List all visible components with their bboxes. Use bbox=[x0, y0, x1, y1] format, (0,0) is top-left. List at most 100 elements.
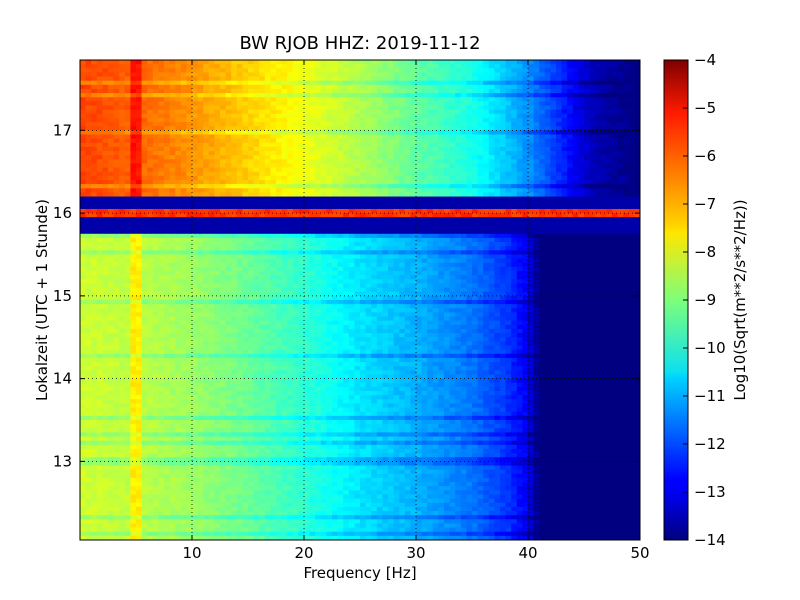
heatmap-cell bbox=[494, 72, 501, 78]
heatmap-cell bbox=[444, 134, 451, 140]
heatmap-cell bbox=[556, 221, 563, 227]
heatmap-cell bbox=[539, 237, 546, 243]
heatmap-cell bbox=[595, 246, 602, 251]
heatmap-cell bbox=[136, 213, 143, 218]
heatmap-cell bbox=[393, 72, 400, 78]
heatmap-cell bbox=[494, 221, 501, 227]
heatmap-cell bbox=[455, 146, 462, 152]
heatmap-cell bbox=[382, 262, 389, 268]
heatmap-cell bbox=[460, 213, 467, 218]
heatmap-cell bbox=[595, 93, 602, 98]
heatmap-cell bbox=[147, 97, 154, 102]
heatmap-cell bbox=[382, 80, 389, 86]
heatmap-cell bbox=[416, 237, 423, 243]
heatmap-cell bbox=[169, 142, 176, 148]
heatmap-cell bbox=[578, 126, 585, 131]
heatmap-cell bbox=[360, 163, 367, 169]
heatmap-cell bbox=[544, 109, 551, 115]
heatmap-cell bbox=[113, 159, 120, 165]
heatmap-cell bbox=[600, 258, 607, 264]
heatmap-cell bbox=[567, 122, 574, 127]
heatmap-cell bbox=[332, 180, 339, 185]
heatmap-cell bbox=[516, 93, 523, 98]
heatmap-cell bbox=[494, 122, 501, 127]
heatmap-cell bbox=[399, 117, 406, 123]
heatmap-cell bbox=[427, 196, 434, 202]
heatmap-cell bbox=[516, 262, 523, 268]
heatmap-cell bbox=[376, 229, 383, 235]
heatmap-cell bbox=[315, 76, 322, 82]
heatmap-cell bbox=[500, 93, 507, 98]
heatmap-cell bbox=[225, 208, 232, 214]
heatmap-cell bbox=[169, 93, 176, 98]
heatmap-cell bbox=[416, 138, 423, 144]
heatmap-cell bbox=[337, 180, 344, 185]
heatmap-cell bbox=[220, 175, 227, 181]
heatmap-cell bbox=[628, 254, 635, 260]
heatmap-cell bbox=[175, 60, 182, 65]
heatmap-cell bbox=[203, 254, 210, 260]
heatmap-cell bbox=[376, 163, 383, 169]
heatmap-cell bbox=[259, 229, 266, 235]
heatmap-cell bbox=[337, 155, 344, 160]
heatmap-cell bbox=[516, 221, 523, 227]
heatmap-cell bbox=[270, 142, 277, 148]
heatmap-cell bbox=[421, 84, 428, 90]
heatmap-cell bbox=[483, 184, 490, 189]
heatmap-cell bbox=[152, 262, 159, 268]
heatmap-cell bbox=[348, 229, 355, 235]
heatmap-cell bbox=[388, 225, 395, 231]
heatmap-cell bbox=[511, 151, 518, 156]
heatmap-cell bbox=[578, 175, 585, 181]
heatmap-cell bbox=[460, 109, 467, 115]
heatmap-cell bbox=[337, 101, 344, 107]
heatmap-cell bbox=[220, 254, 227, 260]
heatmap-cell bbox=[108, 225, 115, 231]
heatmap-cell bbox=[231, 204, 238, 210]
heatmap-cell bbox=[371, 225, 378, 231]
heatmap-cell bbox=[326, 68, 333, 74]
heatmap-cell bbox=[612, 88, 619, 94]
heatmap-cell bbox=[270, 242, 277, 247]
heatmap-cell bbox=[561, 204, 568, 210]
heatmap-cell bbox=[539, 122, 546, 127]
heatmap-cell bbox=[567, 130, 574, 136]
heatmap-cell bbox=[416, 93, 423, 98]
heatmap-cell bbox=[382, 97, 389, 102]
heatmap-cell bbox=[628, 250, 635, 256]
heatmap-cell bbox=[270, 200, 277, 206]
heatmap-cell bbox=[483, 208, 490, 214]
heatmap-cell bbox=[600, 171, 607, 177]
heatmap-cell bbox=[270, 192, 277, 198]
heatmap-cell bbox=[595, 122, 602, 127]
heatmap-cell bbox=[399, 229, 406, 235]
heatmap-cell bbox=[533, 246, 540, 251]
heatmap-cell bbox=[281, 72, 288, 78]
heatmap-cell bbox=[175, 84, 182, 90]
heatmap-cell bbox=[113, 200, 120, 206]
heatmap-cell bbox=[85, 117, 92, 123]
heatmap-cell bbox=[147, 180, 154, 185]
heatmap-cell bbox=[80, 167, 87, 173]
heatmap-cell bbox=[578, 188, 585, 194]
heatmap-cell bbox=[522, 221, 529, 227]
heatmap-cell bbox=[85, 184, 92, 189]
heatmap-cell bbox=[203, 134, 210, 140]
heatmap-cell bbox=[276, 171, 283, 177]
heatmap-cell bbox=[208, 155, 215, 160]
heatmap-cell bbox=[124, 213, 131, 218]
heatmap-cell bbox=[225, 109, 232, 115]
heatmap-cell bbox=[264, 171, 271, 177]
heatmap-cell bbox=[634, 258, 640, 264]
heatmap-cell bbox=[460, 246, 467, 251]
heatmap-cell bbox=[584, 109, 591, 115]
heatmap-cell bbox=[91, 184, 98, 189]
heatmap-cell bbox=[427, 68, 434, 74]
heatmap-cell bbox=[388, 163, 395, 169]
heatmap-cell bbox=[270, 213, 277, 218]
heatmap-cell bbox=[186, 233, 193, 239]
heatmap-cell bbox=[410, 60, 417, 65]
heatmap-cell bbox=[130, 204, 137, 210]
heatmap-cell bbox=[80, 126, 87, 131]
heatmap-cell bbox=[382, 229, 389, 235]
